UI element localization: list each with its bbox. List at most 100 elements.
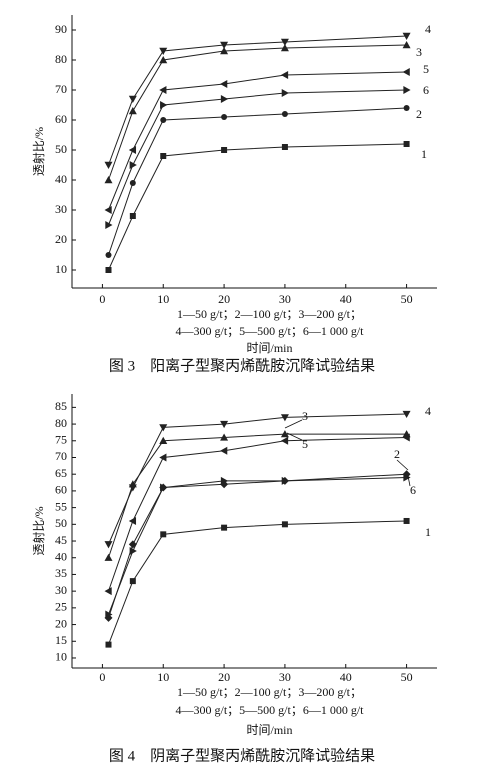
marker [159,453,167,462]
y-tick-label: 20 [55,616,67,630]
leader-line [286,432,303,441]
y-tick-label: 30 [55,202,67,216]
marker [221,147,228,153]
marker [105,610,113,619]
marker [220,80,228,88]
y-tick-label: 30 [55,583,67,597]
marker [281,144,288,150]
x-tick-label: 0 [99,292,105,306]
marker [221,524,228,531]
marker [403,141,410,147]
series-label: 2 [394,447,400,461]
marker [220,420,229,429]
marker [403,473,411,482]
x-tick-label: 20 [218,670,230,684]
marker [129,213,136,219]
marker [129,547,137,556]
marker [281,476,289,485]
marker [105,252,112,258]
leader-line [284,419,303,429]
marker [104,587,112,596]
legend-text: 1—50 g/t；2—100 g/t；3—200 g/t； [177,685,362,699]
marker [104,206,112,214]
y-tick-label: 55 [55,499,67,513]
y-tick-label: 65 [55,466,67,480]
marker [402,32,411,40]
series-line [108,520,407,645]
leader-line [396,459,409,471]
x-tick-label: 10 [157,670,169,684]
y-tick-label: 90 [55,22,67,36]
legend-text: 4—300 g/t；5—500 g/t；6—1 000 g/t [175,703,364,717]
x-tick-label: 50 [401,670,413,684]
marker [402,41,411,49]
series-line [108,473,407,619]
y-tick-label: 75 [55,433,67,447]
series-label: 2 [416,107,422,121]
marker [220,433,229,441]
marker [128,484,137,492]
legend-text: 1—50 g/t；2—100 g/t；3—200 g/t； [177,307,362,321]
x-tick-label: 50 [401,292,413,306]
marker [403,105,410,111]
leader-line [407,475,411,487]
series-line [108,107,407,256]
marker [128,107,137,115]
marker [403,517,410,524]
marker [160,483,168,492]
series-line [108,143,407,271]
marker [281,521,288,528]
marker [104,541,113,549]
y-tick-label: 45 [55,533,67,547]
marker [403,86,411,94]
y-tick-label: 10 [55,650,67,664]
chart-caption: 图 4 阴离子型聚丙烯酰胺沉降试验结果 [109,747,375,764]
marker [129,161,137,169]
x-tick-label: 30 [279,670,291,684]
marker [220,476,229,485]
marker [128,516,137,525]
x-tick-label: 20 [218,292,230,306]
marker [220,95,229,103]
y-tick-label: 25 [55,600,67,614]
series-line [108,44,407,181]
y-tick-label: 85 [55,399,67,413]
marker [159,86,167,94]
marker [159,424,168,432]
series-line [108,436,407,592]
marker [104,176,113,184]
marker [129,578,136,585]
marker [280,44,289,52]
series-label: 6 [410,483,416,497]
marker [160,101,168,109]
x-tick-label: 0 [99,670,105,684]
y-tick-label: 60 [55,112,67,126]
x-axis-label: 时间/min [246,341,292,355]
marker [105,641,112,648]
y-tick-label: 40 [55,172,67,186]
series-label: 6 [423,83,429,97]
series-label: 3 [416,45,422,59]
y-tick-label: 35 [55,566,67,580]
series-label: 3 [302,409,308,423]
marker [280,430,289,438]
marker [281,89,289,97]
series-label: 1 [421,147,427,161]
y-tick-label: 80 [55,52,67,66]
marker [105,221,113,229]
marker [281,111,288,117]
series-line [108,413,407,545]
marker [402,68,410,76]
chart-caption: 图 3 阳离子型聚丙烯酰胺沉降试验结果 [109,357,375,374]
series-label: 4 [425,22,431,36]
marker [160,117,167,123]
marker [128,95,137,103]
x-axis-label: 时间/min [246,723,292,737]
marker [104,161,113,169]
marker [280,414,289,422]
marker [280,38,289,46]
marker [159,47,168,55]
y-tick-label: 10 [55,262,67,276]
x-tick-label: 30 [279,292,291,306]
